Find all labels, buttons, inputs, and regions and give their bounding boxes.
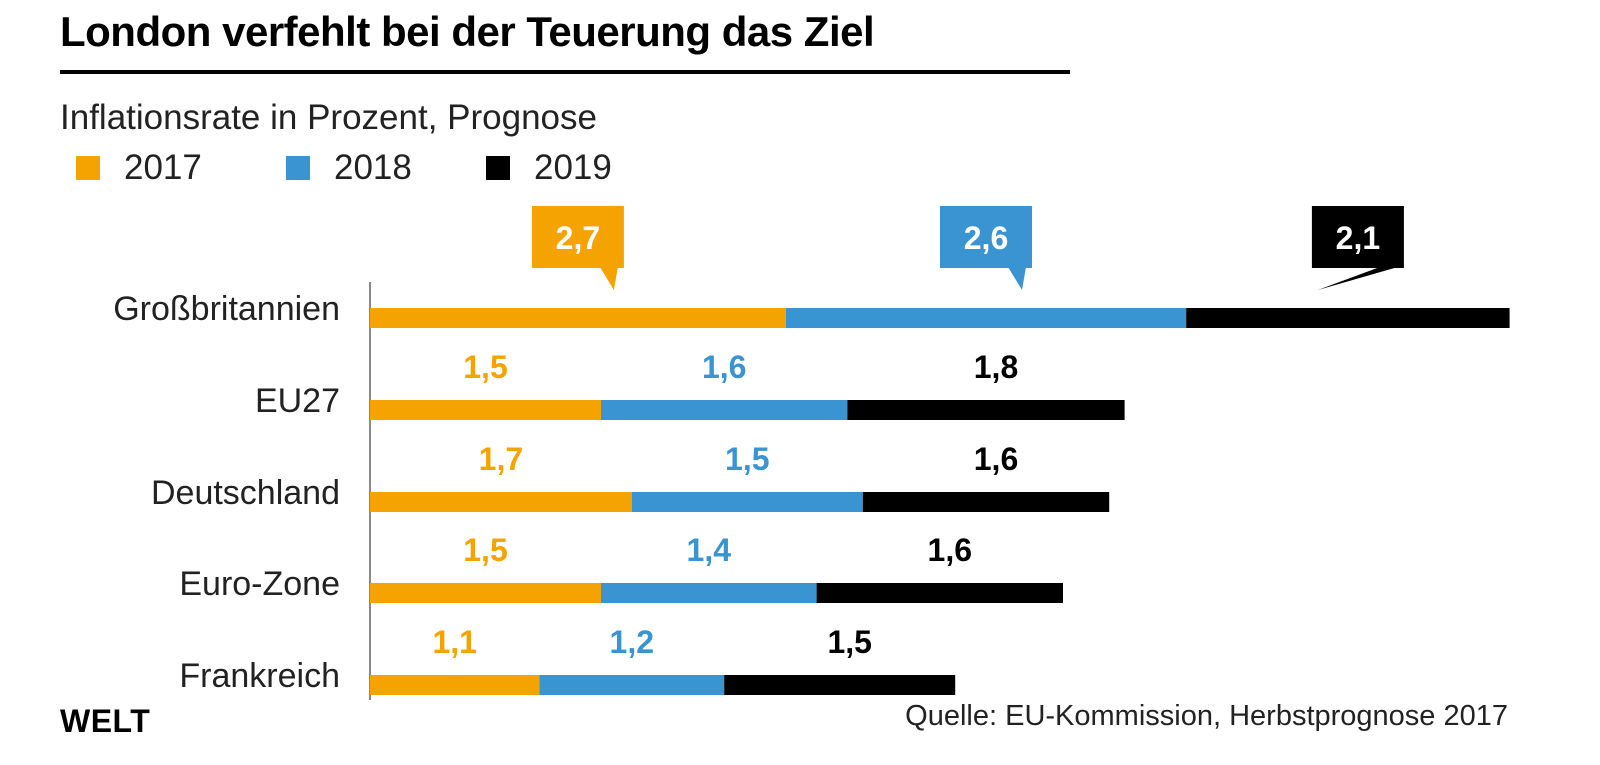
bar-2019: [847, 400, 1125, 420]
legend-label-2018: 2018: [334, 148, 412, 187]
data-label-2019: 1,6: [974, 441, 1018, 477]
category-label: Frankreich: [179, 657, 340, 695]
callout-pointer-2017: [599, 267, 618, 290]
callout-box-2017: [531, 206, 624, 268]
data-label-2019: 2,1: [1336, 220, 1380, 256]
legend-label-2019: 2019: [534, 148, 612, 187]
bar-2018: [785, 308, 1187, 328]
title-rule: [60, 70, 1070, 74]
chart-subtitle: Inflationsrate in Prozent, Prognose: [60, 98, 597, 137]
source-note: Quelle: EU-Kommission, Herbstprognose 20…: [905, 700, 1508, 732]
data-label-2019: 1,8: [974, 349, 1018, 385]
bar-2018: [631, 492, 863, 512]
category-label: Deutschland: [151, 474, 340, 512]
legend-item-2019: 2019: [486, 146, 612, 190]
category-label: EU27: [255, 382, 340, 420]
data-label-2018: 1,2: [610, 624, 654, 660]
legend-item-2018: 2018: [286, 146, 412, 190]
bar-2017: [370, 492, 632, 512]
legend-swatch-2018: [286, 156, 310, 180]
bar-2017: [370, 583, 601, 603]
legend-swatch-2019: [486, 156, 510, 180]
category-label: Großbritannien: [113, 290, 340, 328]
legend-swatch-2017: [76, 156, 100, 180]
bar-2019: [724, 675, 956, 695]
data-label-2019: 1,6: [928, 532, 972, 568]
data-label-2018: 2,6: [964, 220, 1008, 256]
data-label-2018: 1,5: [725, 441, 769, 477]
callout-pointer-2019: [1317, 267, 1398, 290]
chart-title: London verfehlt bei der Teuerung das Zie…: [60, 8, 875, 55]
data-label-2017: 1,1: [432, 624, 476, 660]
data-label-2017: 2,7: [556, 220, 600, 256]
callout-pointer-2018: [1008, 267, 1026, 290]
bar-2019: [816, 583, 1063, 603]
data-label-2017: 1,5: [463, 349, 507, 385]
callout-box-2018: [940, 206, 1032, 268]
bar-2018: [539, 675, 725, 695]
data-label-2018: 1,4: [687, 532, 732, 568]
bar-2017: [370, 308, 786, 328]
legend: 2017 2018 2019: [60, 146, 760, 190]
data-label-2019: 1,5: [827, 624, 871, 660]
legend-label-2017: 2017: [124, 148, 202, 187]
callout-box-2019: [1311, 206, 1404, 268]
welt-logo: WELT: [60, 703, 151, 739]
legend-item-2017: 2017: [76, 146, 202, 190]
bar-2019: [862, 492, 1110, 512]
data-label-2017: 1,5: [463, 532, 507, 568]
bar-2017: [370, 675, 540, 695]
data-label-2017: 1,7: [479, 441, 523, 477]
category-label: Euro-Zone: [179, 565, 340, 603]
bar-2018: [601, 400, 848, 420]
bar-2017: [370, 400, 601, 420]
data-label-2018: 1,6: [702, 349, 746, 385]
bar-2018: [601, 583, 817, 603]
bar-2019: [1186, 308, 1510, 328]
